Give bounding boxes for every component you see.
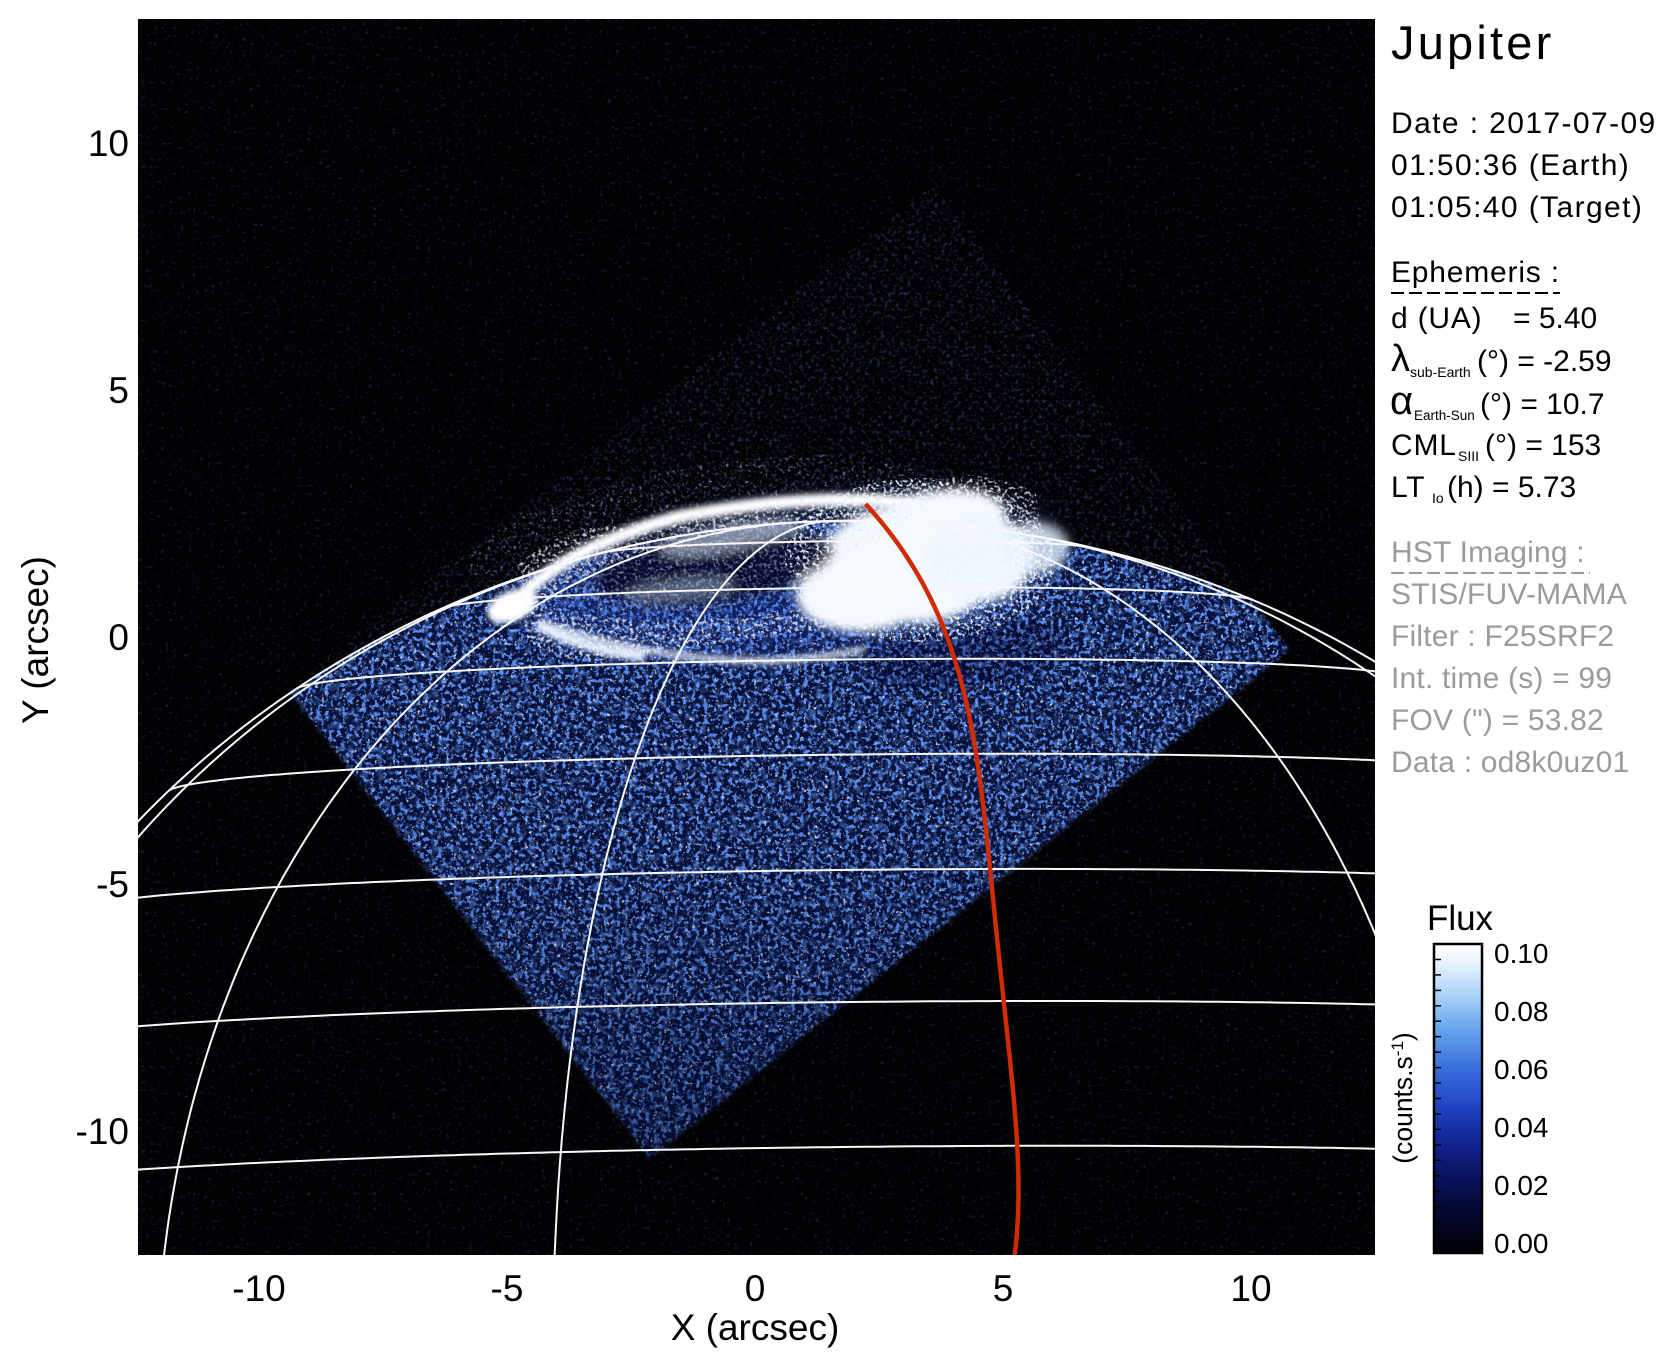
svg-text:0: 0 (745, 1268, 766, 1309)
svg-text:0.00: 0.00 (1494, 1228, 1549, 1259)
svg-text:Earth-Sun: Earth-Sun (1414, 408, 1475, 423)
svg-text:0.02: 0.02 (1494, 1170, 1549, 1201)
svg-text:Data : od8k0uz01: Data : od8k0uz01 (1391, 746, 1629, 779)
svg-text:Y (arcsec): Y (arcsec) (15, 556, 56, 724)
svg-text:-10: -10 (232, 1268, 285, 1309)
svg-text:sub-Earth: sub-Earth (1410, 364, 1471, 380)
svg-text:SIII: SIII (1458, 448, 1479, 464)
svg-text:(counts.s-1): (counts.s-1) (1388, 1032, 1418, 1163)
svg-text:Int. time (s) = 99: Int. time (s) = 99 (1391, 662, 1612, 695)
svg-text:(°) = 10.7: (°) = 10.7 (1480, 388, 1605, 421)
svg-text:-5: -5 (491, 1268, 524, 1309)
svg-text:0.10: 0.10 (1494, 938, 1549, 969)
svg-text:Io: Io (1432, 490, 1444, 506)
svg-text:Flux: Flux (1427, 899, 1494, 938)
svg-text:(°) = 153: (°) = 153 (1485, 429, 1601, 462)
svg-text:Ephemeris :: Ephemeris : (1391, 256, 1560, 289)
svg-text:5: 5 (108, 370, 129, 411)
svg-text:HST Imaging :: HST Imaging : (1391, 536, 1585, 569)
svg-text:5: 5 (993, 1268, 1014, 1309)
svg-text:0.04: 0.04 (1494, 1112, 1549, 1143)
svg-text:STIS/FUV-MAMA: STIS/FUV-MAMA (1391, 578, 1627, 611)
svg-text:λ: λ (1391, 338, 1411, 380)
svg-text:= 5.40: = 5.40 (1513, 302, 1597, 335)
svg-text:0: 0 (108, 617, 129, 658)
svg-text:CML: CML (1391, 429, 1457, 462)
svg-text:X (arcsec): X (arcsec) (671, 1307, 840, 1348)
svg-text:(h) = 5.73: (h) = 5.73 (1447, 471, 1576, 504)
svg-text:01:50:36 (Earth): 01:50:36 (Earth) (1391, 149, 1630, 182)
svg-text:LT: LT (1391, 471, 1425, 504)
svg-text:Date : 2017-07-09: Date : 2017-07-09 (1391, 107, 1657, 140)
svg-text:0.06: 0.06 (1494, 1054, 1549, 1085)
svg-text:α: α (1390, 379, 1415, 423)
svg-text:10: 10 (88, 123, 129, 164)
svg-text:01:05:40 (Target): 01:05:40 (Target) (1391, 191, 1643, 224)
svg-text:(°) = -2.59: (°) = -2.59 (1477, 345, 1612, 378)
svg-text:-5: -5 (96, 864, 129, 905)
svg-text:10: 10 (1230, 1268, 1271, 1309)
svg-text:Jupiter: Jupiter (1391, 16, 1554, 69)
svg-text:0.08: 0.08 (1494, 996, 1549, 1027)
svg-text:-10: -10 (76, 1111, 129, 1152)
svg-text:FOV (") = 53.82: FOV (") = 53.82 (1391, 704, 1604, 737)
svg-text:Filter : F25SRF2: Filter : F25SRF2 (1391, 620, 1614, 653)
svg-text:d (UA): d (UA) (1391, 302, 1482, 335)
